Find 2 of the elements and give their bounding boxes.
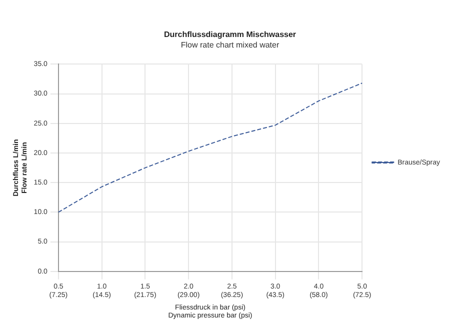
chart-title: Durchflussdiagramm Mischwasser — [164, 30, 296, 40]
chart-subtitle: Flow rate chart mixed water — [180, 40, 280, 50]
